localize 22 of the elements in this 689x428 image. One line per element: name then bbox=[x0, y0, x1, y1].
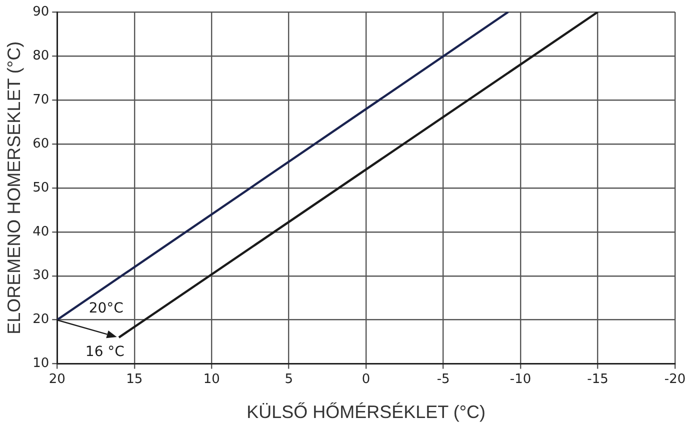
y-tick-label: 90 bbox=[32, 4, 50, 20]
x-axis-title: KÜLSŐ HŐMÉRSÉKLET (°C) bbox=[246, 402, 486, 422]
x-tick-label: -15 bbox=[587, 372, 608, 387]
y-tick-label: 30 bbox=[32, 268, 50, 284]
x-tick-label: 5 bbox=[284, 372, 293, 387]
y-tick-label: 20 bbox=[32, 312, 50, 328]
x-tick-label: -10 bbox=[510, 372, 532, 387]
x-tick-label: -20 bbox=[664, 372, 686, 387]
y-tick-label: 70 bbox=[32, 92, 50, 108]
annotation: 16 °C bbox=[85, 344, 125, 360]
x-tick-label: 0 bbox=[362, 372, 370, 387]
annotation: 20°C bbox=[88, 300, 124, 316]
x-tick-label: 15 bbox=[126, 372, 143, 387]
x-tick-label: 10 bbox=[203, 372, 220, 387]
x-tick-label: -5 bbox=[436, 372, 450, 387]
x-tick-label: 20 bbox=[48, 372, 66, 387]
y-axis-title: ELOREMENO HOMERSEKLET (°C) bbox=[4, 41, 24, 334]
y-tick-label: 60 bbox=[32, 136, 50, 152]
y-tick-label: 50 bbox=[32, 180, 50, 196]
y-tick-label: 10 bbox=[32, 356, 50, 372]
y-tick-label: 80 bbox=[32, 48, 50, 64]
y-tick-label: 40 bbox=[32, 224, 50, 240]
